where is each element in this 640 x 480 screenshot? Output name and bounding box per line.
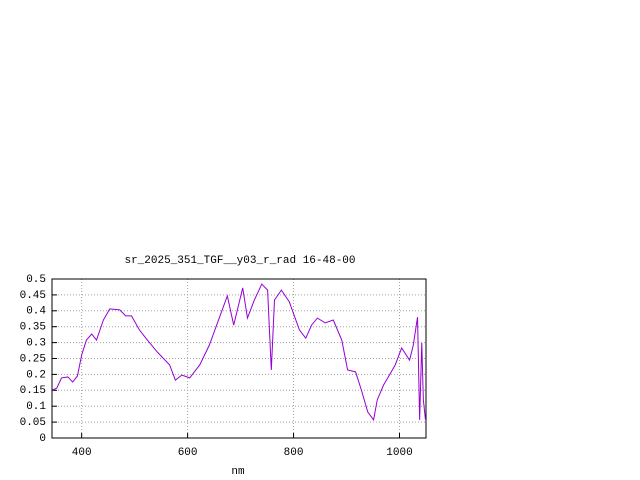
y-tick-label: 0.3 <box>26 338 46 350</box>
y-tick-label: 0.05 <box>20 417 46 429</box>
data-line <box>52 283 426 422</box>
y-tick-label: 0.45 <box>20 290 46 302</box>
x-tick-label: 600 <box>178 447 198 459</box>
y-tick-label: 0.2 <box>26 369 46 381</box>
x-tick-label: 1000 <box>386 447 412 459</box>
y-tick-label: 0.25 <box>20 353 46 365</box>
plot-border <box>51 278 427 439</box>
y-tick-label: 0 <box>39 433 46 445</box>
y-tick-label: 0.1 <box>26 401 46 413</box>
x-axis-label: nm <box>231 466 245 478</box>
plot-area: 0 0.05 0.1 0.15 0.2 0.25 0.3 0.35 0.4 0.45 0.5 400 6… <box>20 274 427 459</box>
y-tick-label: 0.35 <box>20 322 46 334</box>
y-tick-label: 0.4 <box>26 306 46 318</box>
chart-title: sr_2025_351_TGF__y03_r_rad 16-48-00 <box>124 255 355 267</box>
x-tick-label: 800 <box>284 447 304 459</box>
y-tick-label: 0.5 <box>26 274 46 286</box>
y-tick-label: 0.15 <box>20 385 46 397</box>
x-tick-label: 400 <box>72 447 92 459</box>
